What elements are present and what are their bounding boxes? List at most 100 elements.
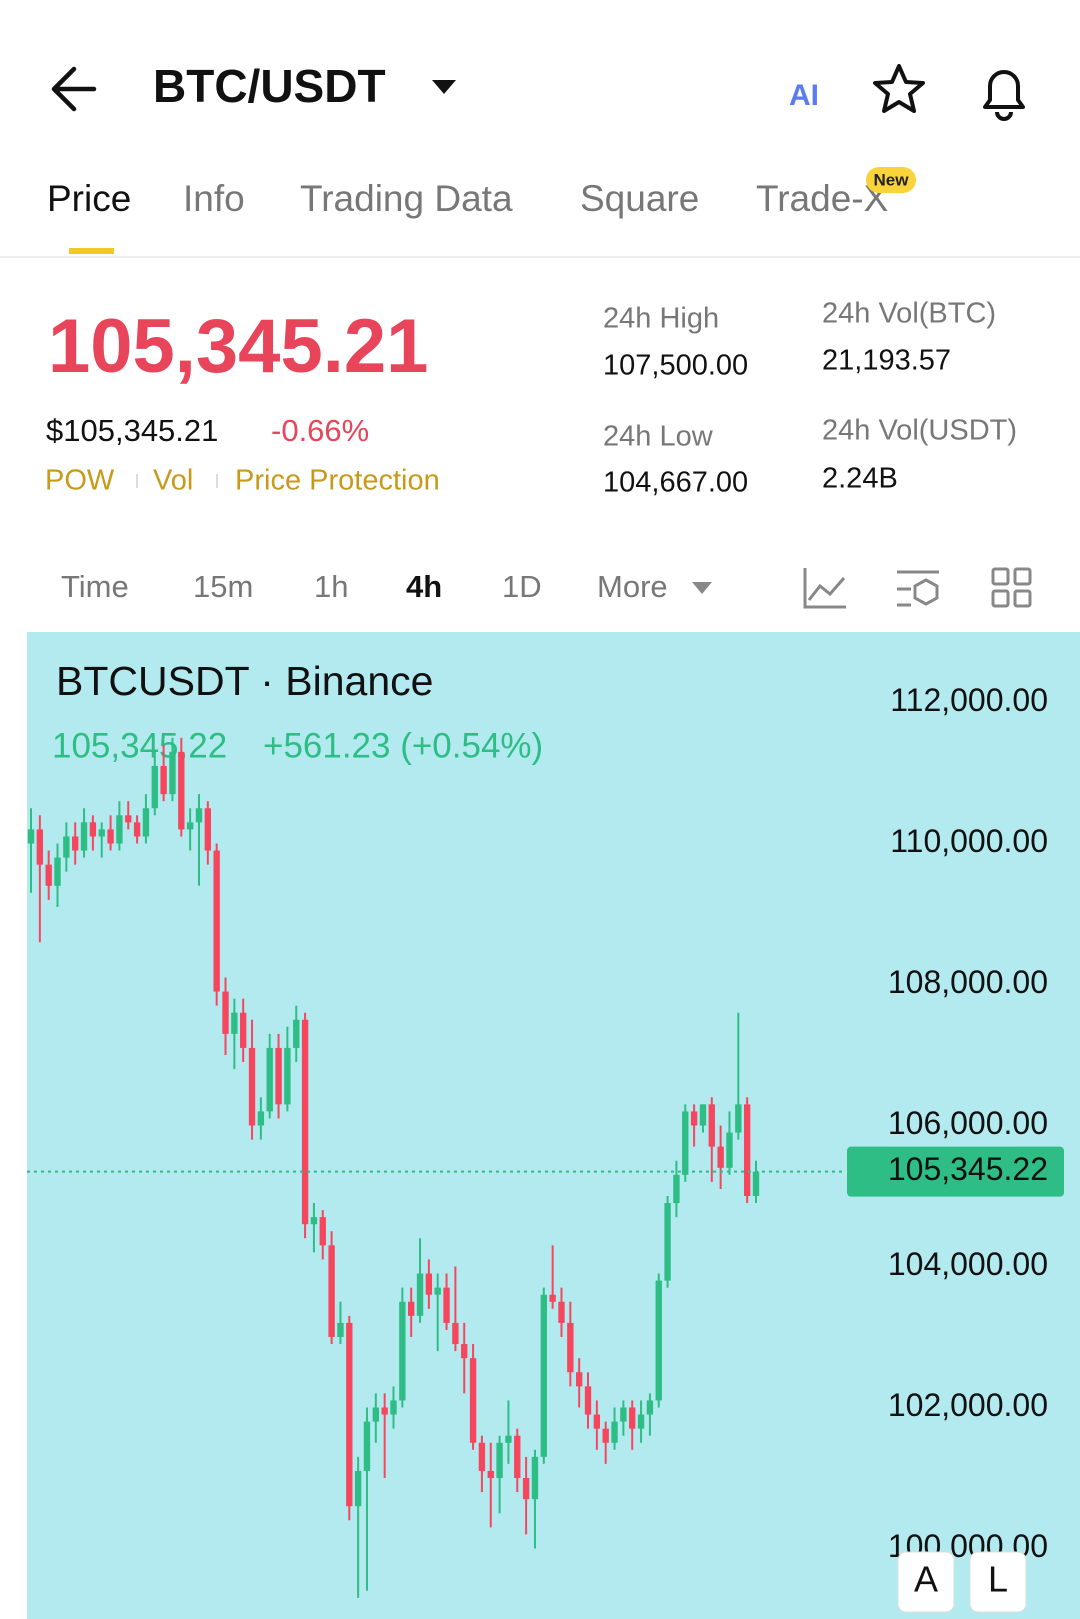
candle-body <box>213 850 220 992</box>
candle-body <box>266 1047 273 1112</box>
candle-body <box>620 1407 627 1422</box>
candle-body <box>381 1407 388 1415</box>
y-tick-label: 108,000.00 <box>888 964 1048 1000</box>
stat-value: 107,500.00 <box>603 350 748 382</box>
layout-button[interactable] <box>991 567 1010 586</box>
candle-body <box>240 1012 247 1048</box>
indicator-button[interactable] <box>803 568 846 609</box>
candle-body <box>89 822 97 837</box>
candle-body <box>549 1294 556 1302</box>
candle-body <box>310 1217 318 1225</box>
candle-body <box>399 1301 406 1401</box>
chart-button[interactable] <box>969 1551 1027 1613</box>
interval-active[interactable]: 4h <box>406 569 442 604</box>
candle-body <box>673 1174 680 1204</box>
chart-last: 105,345.22 <box>52 726 227 765</box>
chart-button-label: A <box>914 1559 938 1600</box>
candle-body <box>478 1442 486 1471</box>
candle-body <box>726 1132 733 1168</box>
candle-body <box>275 1047 282 1105</box>
interval[interactable]: 1D <box>502 569 542 604</box>
separator <box>216 474 218 488</box>
candle-body <box>505 1435 512 1443</box>
candle-body <box>461 1344 468 1359</box>
candle-body <box>133 822 141 837</box>
tab[interactable]: Square <box>580 178 699 219</box>
current-price-label: 105,345.22 <box>888 1151 1048 1187</box>
tag[interactable]: Price Protection <box>235 465 440 497</box>
tab[interactable]: Trade-X <box>756 178 888 219</box>
candle-body <box>195 808 203 823</box>
candle-body <box>80 822 88 851</box>
interval[interactable]: 15m <box>193 569 253 604</box>
tab-indicator <box>69 248 114 254</box>
candle-body <box>646 1400 654 1415</box>
chart-button[interactable] <box>897 1551 955 1613</box>
y-tick-label: 112,000.00 <box>890 682 1048 718</box>
stat-label: 24h Vol(USDT) <box>822 415 1017 447</box>
candle-body <box>664 1203 671 1281</box>
tab[interactable]: Trading Data <box>300 178 513 219</box>
candle-body <box>45 864 52 886</box>
candle-body <box>602 1428 609 1443</box>
candle-body <box>752 1171 760 1196</box>
candle-body <box>416 1273 424 1316</box>
candle-body <box>434 1287 441 1295</box>
pair-title[interactable]: BTC/USDT <box>153 60 386 112</box>
candle-body <box>116 815 123 844</box>
more-arrow <box>692 582 712 594</box>
y-tick-label: 106,000.00 <box>888 1105 1048 1141</box>
interval[interactable]: 1h <box>314 569 348 604</box>
candle-body <box>708 1104 715 1147</box>
stat-label: 24h High <box>603 303 719 335</box>
candle-body <box>284 1047 291 1105</box>
tag[interactable]: POW <box>45 465 115 497</box>
stat-label: 24h Low <box>603 421 714 453</box>
candle-body <box>142 808 150 837</box>
stat-value: 104,667.00 <box>603 467 748 499</box>
tab[interactable]: Info <box>183 178 245 219</box>
interval[interactable]: Time <box>61 569 129 604</box>
tag[interactable]: Vol <box>153 465 193 497</box>
candle-body <box>363 1421 371 1471</box>
top-bar: BTC/USDT AI <box>51 60 1025 121</box>
pair-dropdown[interactable] <box>432 80 456 94</box>
candle-body <box>558 1301 565 1323</box>
chart-button-label: L <box>988 1559 1008 1600</box>
candle-body <box>72 836 79 851</box>
candle-body <box>540 1294 547 1457</box>
settings-button[interactable] <box>897 570 939 607</box>
candle-body <box>514 1435 521 1478</box>
candle-body <box>54 857 61 886</box>
candle-body <box>567 1322 574 1373</box>
candle-body <box>231 1012 238 1034</box>
alert-button[interactable] <box>983 70 1025 121</box>
chart-change: +561.23 (+0.54%) <box>263 726 543 765</box>
ticker: 105,345.21 $105,345.21 -0.66% POW Vol Pr… <box>45 298 1017 499</box>
candle-body <box>487 1470 494 1478</box>
candle-body <box>372 1407 379 1422</box>
tab[interactable]: Price <box>47 178 131 219</box>
layout-icon <box>991 589 1010 608</box>
separator <box>136 474 138 488</box>
price-change: -0.66% <box>271 413 369 448</box>
candle-body <box>408 1301 415 1316</box>
candle-body <box>186 822 194 830</box>
chart-title: BTCUSDT · Binance <box>56 658 433 704</box>
divider <box>0 256 1080 258</box>
candle-body <box>151 765 158 809</box>
candle-body <box>522 1478 530 1500</box>
back-button[interactable] <box>51 66 97 112</box>
y-tick-label: 104,000.00 <box>888 1246 1048 1282</box>
favorite-button[interactable] <box>873 64 925 113</box>
candle-body <box>425 1273 433 1295</box>
interval-more[interactable]: More <box>597 569 668 604</box>
candle-body <box>690 1111 698 1126</box>
candle-body <box>452 1322 459 1345</box>
ai-button[interactable]: AI <box>789 79 819 112</box>
candle-body <box>169 751 176 795</box>
candle-body <box>575 1372 583 1387</box>
candle-body <box>390 1400 397 1415</box>
candle-body <box>346 1322 353 1507</box>
candle-body <box>735 1104 742 1133</box>
